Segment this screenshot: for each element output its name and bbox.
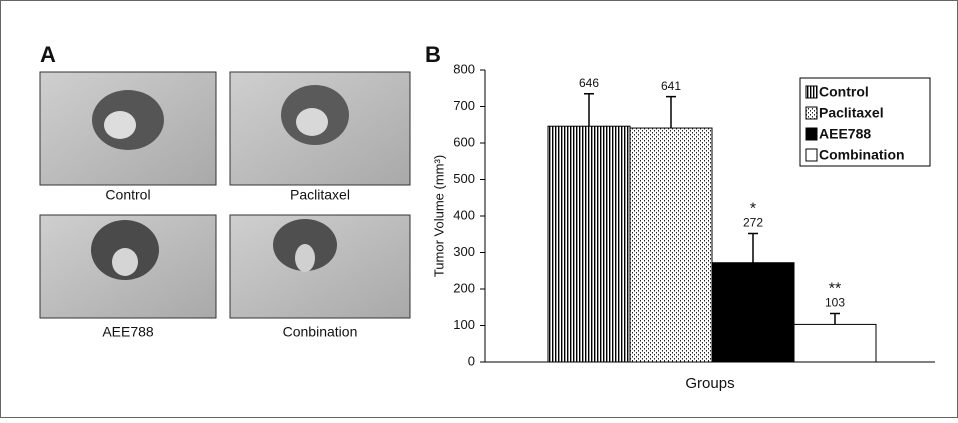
y-tick-label: 600 [453, 134, 475, 149]
legend-swatch [805, 106, 818, 120]
panel-label: B [425, 42, 441, 67]
legend-label: AEE788 [819, 126, 871, 142]
x-axis-label: Groups [685, 375, 734, 392]
value-label: 641 [661, 79, 681, 93]
bar [793, 323, 877, 363]
significance: ** [829, 281, 841, 298]
caption: Control [105, 187, 150, 203]
legend-label: Paclitaxel [819, 105, 884, 121]
caption: AEE788 [102, 324, 154, 340]
y-tick-label: 400 [453, 207, 475, 222]
significance: * [750, 201, 756, 218]
bar [711, 262, 795, 363]
legend-swatch [805, 148, 818, 162]
legend-swatch [805, 127, 818, 141]
caption: Paclitaxel [290, 187, 350, 203]
caption: Conbination [283, 324, 358, 340]
y-tick-label: 200 [453, 280, 475, 295]
error-bar [748, 232, 758, 263]
legend-swatch [805, 85, 818, 99]
y-tick-label: 300 [453, 244, 475, 259]
panel-label: A [40, 42, 56, 67]
legend-label: Control [819, 84, 869, 100]
legend-label: Combination [819, 147, 905, 163]
error-bar [666, 95, 676, 129]
y-axis-label: Tumor Volume (mm³) [431, 155, 446, 277]
y-tick-label: 800 [453, 61, 475, 76]
y-tick-label: 700 [453, 98, 475, 113]
photo [39, 71, 411, 319]
y-tick-label: 500 [453, 171, 475, 186]
value-label: 646 [579, 76, 599, 90]
bar [629, 127, 713, 363]
legend [799, 77, 931, 167]
error-bar [584, 92, 594, 127]
error-bar [830, 312, 840, 325]
value-label: 272 [743, 216, 763, 230]
value-label: 103 [825, 296, 845, 310]
y-tick-label: 0 [468, 353, 475, 368]
bar [547, 125, 631, 363]
y-tick-label: 100 [453, 317, 475, 332]
